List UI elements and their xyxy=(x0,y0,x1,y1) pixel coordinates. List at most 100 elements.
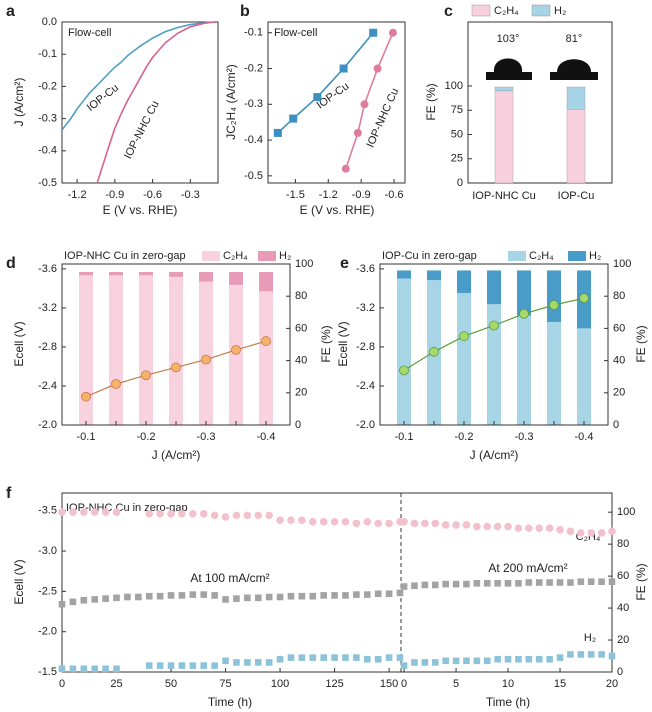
marker xyxy=(298,516,306,524)
x-tick-label: -0.9 xyxy=(352,189,371,201)
plot-frame xyxy=(467,21,613,184)
x-tick-label: -1.5 xyxy=(286,189,305,201)
marker xyxy=(254,594,262,602)
marker xyxy=(411,659,418,666)
marker xyxy=(400,662,408,669)
marker xyxy=(331,654,338,661)
x-tick-label: -0.1 xyxy=(395,431,414,443)
x-tick-label: 125 xyxy=(325,678,343,690)
x-axis-label: Time (h) xyxy=(486,695,530,709)
marker xyxy=(385,654,393,661)
legend-swatch xyxy=(508,251,526,261)
marker xyxy=(178,592,186,599)
y-tick-label: -2.8 xyxy=(356,341,375,353)
marker xyxy=(231,344,241,355)
y-tick-label: 50 xyxy=(451,128,463,140)
x-tick-label: 15 xyxy=(554,678,566,690)
legend-swatch xyxy=(568,251,586,261)
marker xyxy=(494,580,501,587)
marker xyxy=(199,509,208,518)
marker xyxy=(320,654,327,661)
marker xyxy=(452,580,460,588)
marker xyxy=(313,93,322,102)
y2-tick-label: 20 xyxy=(295,387,307,399)
x-tick-label: -1.2 xyxy=(319,189,338,201)
y-axis-label: J (A/cm²) xyxy=(12,78,26,127)
marker xyxy=(80,596,88,604)
substrate xyxy=(486,72,532,80)
y-tick-label: 75 xyxy=(451,104,463,116)
marker xyxy=(243,511,252,520)
marker xyxy=(58,600,66,608)
marker xyxy=(556,654,564,661)
marker xyxy=(341,164,350,173)
x-tick-label: -0.1 xyxy=(77,431,96,443)
marker xyxy=(452,521,460,529)
legend-label: C₂H₄ xyxy=(494,5,519,17)
panel-letter: e xyxy=(340,255,349,272)
x-axis-label: E (V vs. RHE) xyxy=(300,203,375,217)
y-tick-label: -0.4 xyxy=(244,134,263,146)
marker xyxy=(342,654,349,661)
x-axis-label: Time (h) xyxy=(208,695,252,709)
bar xyxy=(229,272,243,285)
marker xyxy=(113,665,120,673)
marker xyxy=(566,527,575,536)
y-tick-label: -0.3 xyxy=(244,98,263,110)
series-line xyxy=(61,21,216,131)
bar xyxy=(457,270,471,293)
x-tick-label: -0.2 xyxy=(455,431,474,443)
y-tick-label: -1.5 xyxy=(38,666,57,678)
marker xyxy=(353,591,360,598)
bar xyxy=(487,304,501,425)
x-tick-label: 25 xyxy=(110,678,122,690)
marker xyxy=(463,580,470,588)
marker xyxy=(519,308,529,319)
marker xyxy=(514,524,523,532)
bar xyxy=(517,315,531,425)
marker xyxy=(254,511,263,520)
marker xyxy=(410,519,419,528)
marker xyxy=(342,592,349,599)
marker xyxy=(211,592,218,599)
y-tick-label: -0.4 xyxy=(38,145,57,157)
chart-title: IOP-NHC Cu in zero-gap xyxy=(64,250,186,262)
annotation: At 100 mA/cm² xyxy=(190,571,269,585)
y-tick-label: -2.0 xyxy=(38,419,57,431)
marker xyxy=(135,593,142,601)
bar xyxy=(169,272,183,277)
marker xyxy=(287,654,295,661)
y2-tick-label: 40 xyxy=(617,602,629,614)
x-tick-label: 0 xyxy=(59,678,65,690)
marker xyxy=(222,596,229,603)
x-tick-label: 75 xyxy=(219,678,231,690)
y-tick-label: -0.3 xyxy=(38,113,57,125)
marker xyxy=(273,128,282,137)
marker xyxy=(80,508,88,516)
legend-swatch xyxy=(202,251,220,261)
marker xyxy=(141,370,151,381)
y2-tick-label: 100 xyxy=(617,506,635,518)
marker xyxy=(265,511,273,520)
marker xyxy=(69,598,77,606)
marker xyxy=(515,580,522,587)
marker xyxy=(587,651,595,658)
marker xyxy=(608,527,616,536)
x-axis-label: J (A/cm²) xyxy=(470,448,519,462)
marker xyxy=(556,525,564,534)
bar xyxy=(109,272,123,276)
marker xyxy=(330,517,339,526)
marker xyxy=(489,320,499,331)
y-tick-label: 0.0 xyxy=(42,16,57,28)
marker xyxy=(58,508,66,516)
y-tick-label: -0.1 xyxy=(244,27,263,39)
marker xyxy=(400,583,408,590)
y-axis-label: Ecell (V) xyxy=(12,559,26,604)
bar xyxy=(397,270,411,279)
marker xyxy=(58,665,66,673)
marker xyxy=(363,655,371,663)
marker xyxy=(399,365,409,376)
marker xyxy=(396,589,404,597)
plot-frame xyxy=(61,21,219,184)
